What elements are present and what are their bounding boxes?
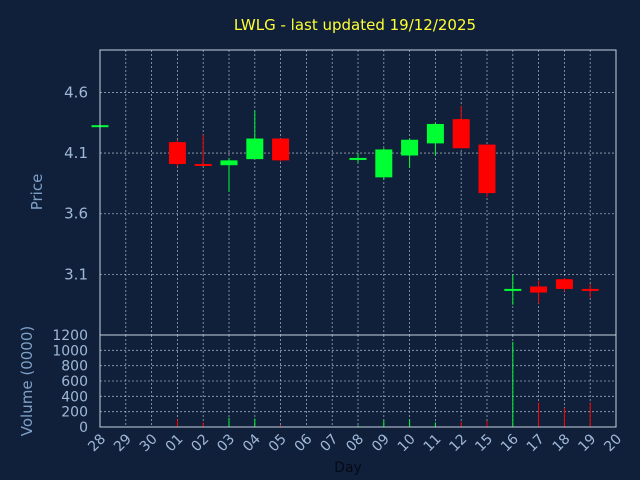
candle-body: [272, 138, 290, 161]
x-tick-label: 19: [575, 431, 599, 455]
volume-bars: [176, 341, 591, 427]
price-y-tick-label: 3.1: [64, 265, 88, 283]
volume-y-tick-label: 400: [61, 389, 88, 405]
candle-body: [349, 157, 367, 160]
candle-body: [168, 142, 186, 164]
price-y-tick-label: 3.6: [64, 205, 88, 223]
x-tick-label: 30: [137, 431, 161, 455]
candle-body: [194, 164, 212, 166]
x-tick-label: 08: [343, 431, 367, 455]
x-tick-label: 10: [395, 431, 419, 455]
candle-body: [504, 288, 522, 291]
x-tick-label: 17: [524, 431, 548, 455]
price-y-ticks: 3.1 3.6 4.1 4.6: [64, 83, 88, 283]
chart-title: LWLG - last updated 19/12/2025: [234, 16, 476, 34]
candle-body: [452, 119, 470, 149]
x-tick-label: 05: [266, 431, 290, 455]
candle-body: [581, 288, 599, 291]
candle-body: [478, 144, 496, 194]
x-tick-label: 03: [214, 431, 238, 455]
x-tick-label: 09: [369, 431, 393, 455]
candle-body: [401, 139, 419, 156]
x-tick-label: 18: [550, 431, 574, 455]
volume-plot-frame: [99, 334, 617, 428]
x-tick-label: 15: [472, 431, 496, 455]
x-tick-label: 11: [421, 431, 445, 455]
volume-y-tick-label: 1200: [52, 328, 88, 344]
candle-body: [555, 279, 573, 289]
price-y-tick-label: 4.1: [64, 144, 88, 162]
candle-body: [426, 123, 444, 144]
x-tick-label: 12: [446, 431, 470, 455]
x-tick-label: 20: [601, 431, 625, 455]
candle-body: [530, 286, 548, 293]
price-axis-label: Price: [28, 174, 46, 211]
price-candles: [91, 105, 599, 305]
volume-y-tick-label: 600: [61, 374, 88, 390]
x-tick-label: 16: [498, 431, 522, 455]
x-axis-label: Day: [334, 460, 362, 476]
x-tick-label: 02: [188, 431, 212, 455]
candle-body: [375, 149, 393, 178]
volume-y-tick-label: 1000: [52, 343, 88, 359]
candle-body: [220, 160, 238, 166]
day-x-ticks: 28 29 30 01 02 03 04 05 06 07 08 09 10 11 12 15 16 17 18 19…: [85, 431, 625, 455]
x-tick-label: 06: [292, 431, 316, 455]
x-tick-label: 29: [111, 431, 135, 455]
volume-axis-label: Volume (0000): [18, 326, 36, 436]
x-tick-label: 01: [163, 431, 187, 455]
volume-y-tick-label: 800: [61, 359, 88, 375]
price-y-tick-label: 4.6: [64, 83, 88, 101]
volume-y-tick-label: 200: [61, 405, 88, 421]
candle-body: [246, 138, 264, 160]
x-tick-label: 04: [240, 431, 264, 455]
volume-y-tick-label: 0: [79, 420, 88, 436]
x-tick-label: 07: [317, 431, 341, 455]
x-tick-label: 28: [85, 431, 109, 455]
